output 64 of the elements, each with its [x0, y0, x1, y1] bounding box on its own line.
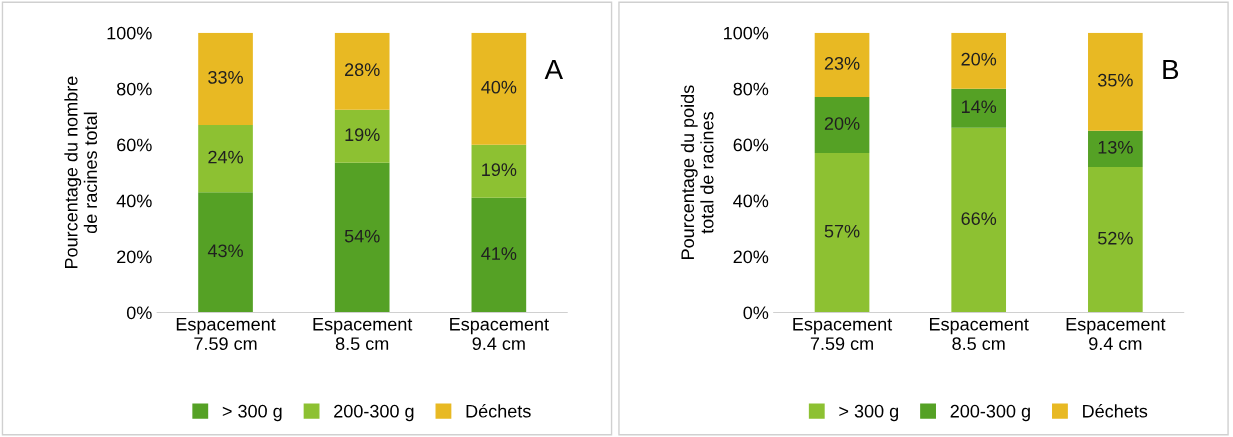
bar — [951, 88, 1007, 128]
data-label: 19% — [345, 128, 380, 142]
y-tick-label: 20% — [733, 250, 769, 264]
y-tick-label: 0% — [743, 306, 769, 320]
data-label: 52% — [1098, 231, 1133, 245]
bar — [471, 32, 527, 145]
bar — [334, 32, 390, 110]
legend-label: Déchets — [466, 404, 531, 418]
y-tick-label: 0% — [126, 306, 152, 320]
bar — [1088, 32, 1143, 131]
legend-label: > 300 g — [839, 404, 899, 422]
legend-label: 200-300 g — [950, 404, 1030, 422]
y-tick-label: 40% — [733, 194, 769, 208]
bar — [814, 97, 870, 154]
bar — [198, 192, 253, 313]
data-label: 23% — [824, 57, 860, 70]
y-tick-label: 20% — [117, 250, 152, 264]
data-label: 41% — [481, 247, 517, 260]
y-tick-label: 60% — [117, 138, 152, 152]
legend-label: Déchets — [1083, 404, 1148, 418]
x-tick-label: Espacement 8.5 cm — [930, 317, 1029, 351]
data-label: 40% — [481, 80, 517, 94]
y-tick-label: 100% — [107, 26, 152, 40]
y-tick-label: 60% — [733, 138, 769, 152]
data-label: 54% — [344, 229, 380, 243]
bar — [1088, 130, 1143, 168]
data-label: 33% — [208, 70, 243, 84]
y-axis-title: Pourcentage du nombre de racines total — [64, 76, 98, 268]
data-label: 19% — [482, 163, 517, 177]
x-tick-label: Espacement 9.4 cm — [1066, 317, 1166, 351]
y-tick-label: 100% — [724, 26, 769, 40]
bar — [334, 109, 390, 163]
bar — [951, 32, 1007, 89]
data-label: 66% — [961, 212, 997, 226]
bar — [471, 197, 527, 313]
data-label: 13% — [1098, 140, 1133, 154]
y-axis-title: Pourcentage du poids total de racines — [680, 85, 714, 259]
bar — [1088, 167, 1143, 313]
legend-label: 200-300 g — [334, 404, 414, 422]
data-label: 20% — [824, 117, 860, 130]
x-tick-label: Espacement 7.59 cm — [176, 317, 276, 351]
bar — [471, 144, 527, 198]
data-label: 35% — [1097, 73, 1133, 87]
bar — [334, 162, 390, 313]
x-tick-label: Espacement 8.5 cm — [313, 317, 413, 351]
data-label: 20% — [961, 52, 997, 66]
legend-label: > 300 g — [222, 404, 282, 422]
bar — [198, 125, 253, 193]
bar — [198, 32, 253, 126]
data-label: 28% — [345, 63, 380, 77]
data-label: 24% — [208, 150, 243, 164]
annotation: B — [1163, 60, 1179, 80]
bar — [814, 32, 870, 98]
data-label: 57% — [824, 224, 860, 238]
x-tick-label: Espacement 9.4 cm — [450, 317, 549, 351]
y-tick-label: 80% — [116, 82, 152, 96]
annotation: A — [544, 60, 564, 80]
bar — [814, 153, 870, 313]
y-tick-label: 80% — [733, 82, 769, 96]
data-label: 43% — [207, 244, 243, 258]
data-label: 14% — [962, 100, 997, 114]
x-tick-label: Espacement 7.59 cm — [793, 317, 893, 351]
y-tick-label: 40% — [116, 194, 152, 208]
bar — [951, 127, 1007, 313]
